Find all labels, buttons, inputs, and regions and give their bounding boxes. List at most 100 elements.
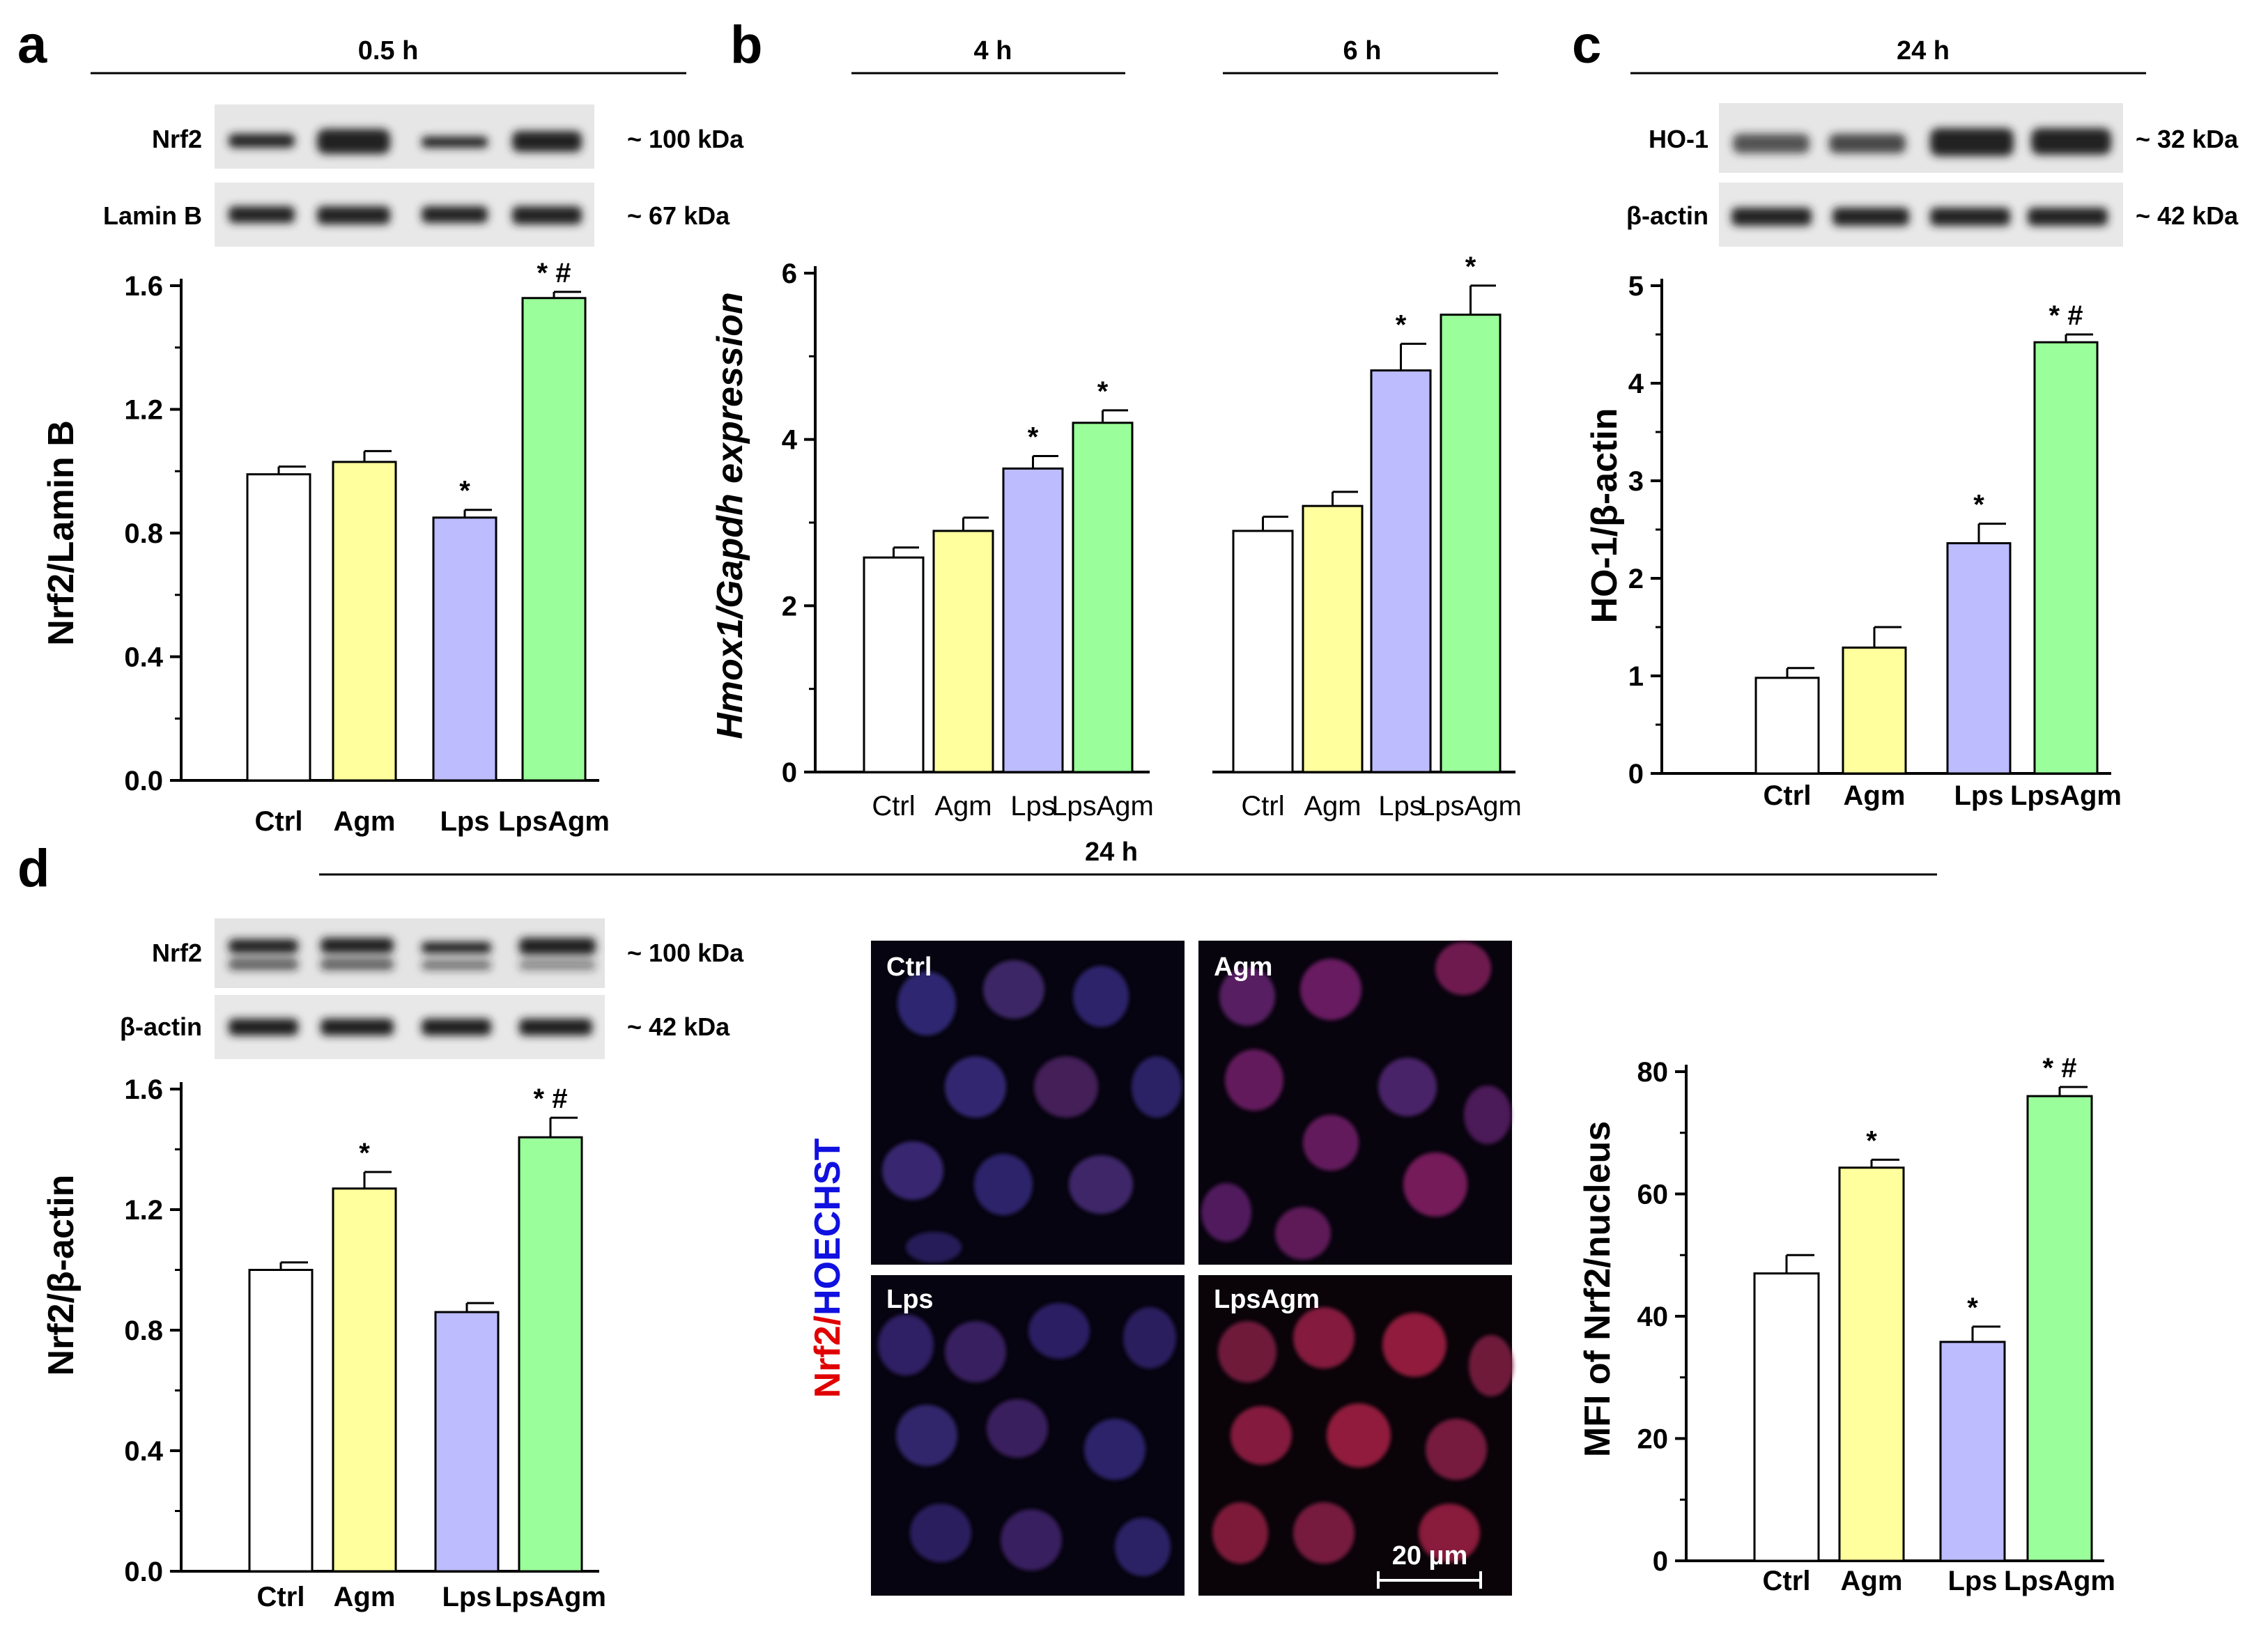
bar-agm	[1842, 646, 1907, 775]
y-tick-label: 1.6	[124, 271, 163, 302]
stain-label-blue: HOECHST	[808, 1138, 848, 1315]
bar-lpsagm	[1072, 422, 1134, 773]
time-header-c: 24 h	[1630, 36, 2146, 75]
micro-label-lps: Lps	[886, 1285, 934, 1314]
category-label: Lps	[1010, 791, 1056, 822]
category-label: LpsAgm	[1051, 791, 1154, 822]
significance-marker: * #	[534, 1084, 568, 1114]
y-tick-label: 4	[1628, 369, 1644, 399]
blot-a: Nrf2 Lamin B ~ 100 kDa ~ 67 kDa	[103, 105, 744, 247]
y-tick-label: 20	[1637, 1424, 1669, 1455]
y-axis-label: Hmox1/Gapdh expression	[710, 292, 750, 739]
significance-marker: *	[1973, 490, 1984, 521]
y-tick-label: 0	[782, 757, 797, 788]
bar-ctrl	[1232, 530, 1294, 773]
chart-b2: Ctrl Agm * Lps * LpsAgm	[1212, 252, 1522, 822]
time-label-b1: 4 h	[974, 36, 1012, 65]
blot-a-label-1: Nrf2	[152, 125, 202, 153]
y-tick-label: 0.8	[124, 518, 163, 549]
y-tick-label: 2	[1628, 564, 1644, 594]
blot-d-label-1: Nrf2	[152, 939, 202, 967]
y-tick-label: 0.8	[124, 1316, 163, 1346]
category-label: LpsAgm	[2010, 780, 2122, 811]
blot-a-kda-1: ~ 100 kDa	[627, 125, 744, 153]
bar-ctrl	[246, 473, 311, 782]
blot-d: Nrf2 β-actin ~ 100 kDa ~ 42 kDa	[120, 918, 744, 1059]
category-label: LpsAgm	[1419, 791, 1522, 822]
time-label-b2: 6 h	[1343, 36, 1382, 65]
category-label: Agm	[1841, 1566, 1903, 1596]
bar-lpsagm	[1440, 314, 1502, 773]
y-tick-label: 1.6	[124, 1074, 163, 1105]
stain-label-sep: /	[808, 1316, 848, 1325]
stain-label-red: Nrf2	[808, 1325, 848, 1398]
y-tick-label: 1	[1628, 661, 1644, 692]
time-label-c: 24 h	[1897, 36, 1950, 65]
significance-marker: *	[359, 1138, 370, 1169]
micro-panel-ctrl: Ctrl	[871, 941, 1185, 1265]
y-tick-label: 5	[1628, 271, 1644, 302]
blot-d-kda-1: ~ 100 kDa	[627, 939, 744, 967]
bar-lps	[432, 516, 497, 782]
y-tick-label: 3	[1628, 466, 1644, 497]
bar-agm	[332, 1187, 397, 1573]
bar-ctrl	[248, 1269, 314, 1573]
category-label: Ctrl	[257, 1582, 305, 1612]
y-tick-label: 1.2	[124, 1195, 163, 1226]
micro-label-lpsagm: LpsAgm	[1214, 1285, 1320, 1314]
y-tick-label: 0.4	[124, 1436, 163, 1467]
y-tick-label: 4	[782, 425, 798, 456]
time-header-b1: 4 h	[851, 36, 1125, 75]
y-tick-label: 6	[782, 259, 797, 289]
bar-lpsagm	[2026, 1095, 2093, 1562]
blot-a-kda-2: ~ 67 kDa	[627, 201, 730, 230]
chart-b1: 0 2 4 6 Hmox1/Gapdh expression Ctrl Agm * Lps * Lp…	[710, 259, 1154, 822]
chart-a: 0.0 0.4 0.8 1.2 1.6 Nrf2/Lamin B Ctrl Agm * Lps * …	[41, 258, 610, 837]
blot-c-kda-1: ~ 32 kDa	[2136, 125, 2239, 153]
y-tick-label: 2	[782, 591, 797, 622]
category-label: Agm	[1844, 780, 1906, 811]
scale-bar-label: 20 µm	[1392, 1541, 1468, 1571]
bar-ctrl	[863, 556, 925, 773]
category-label: Agm	[334, 1582, 396, 1612]
category-label: Agm	[934, 791, 992, 822]
bar-ctrl	[1753, 1272, 1820, 1562]
micro-label-ctrl: Ctrl	[886, 953, 932, 982]
bar-ctrl	[1754, 677, 1820, 775]
y-tick-label: 0.4	[124, 642, 163, 673]
bar-agm	[1302, 504, 1364, 773]
bar-lps	[1370, 369, 1432, 773]
bar-agm	[332, 461, 397, 782]
significance-marker: * #	[2049, 300, 2083, 331]
y-tick-label: 80	[1637, 1057, 1669, 1088]
category-label: Lps	[1954, 780, 2003, 811]
chart-d2: 0 20 40 60 80 MFI of Nrf2/nucleus Ctrl * Agm * Lps…	[1577, 1053, 2115, 1596]
category-label: Agm	[1304, 791, 1361, 822]
y-tick-label: 0.0	[124, 1557, 163, 1587]
blot-a-label-2: Lamin B	[103, 201, 202, 230]
y-axis-label: Nrf2/Lamin B	[41, 420, 82, 646]
micro-panel-agm: Agm	[1198, 941, 1512, 1265]
y-tick-label: 0	[1653, 1546, 1668, 1577]
y-tick-label: 40	[1637, 1302, 1669, 1332]
time-header-b2: 6 h	[1223, 36, 1498, 75]
bar-agm	[1838, 1166, 1905, 1562]
y-axis-label: HO-1/β-actin	[1584, 408, 1625, 623]
category-label: Ctrl	[1241, 791, 1284, 822]
bar-lpsagm	[521, 297, 587, 782]
category-label: Ctrl	[1764, 780, 1812, 811]
category-label: Lps	[442, 1582, 491, 1612]
category-label: LpsAgm	[495, 1582, 606, 1612]
category-label: Lps	[440, 806, 489, 837]
chart-d1: 0.0 0.4 0.8 1.2 1.6 Nrf2/β-actin Ctrl * Agm Lps * …	[41, 1074, 606, 1612]
blot-d-kda-2: ~ 42 kDa	[627, 1012, 730, 1041]
bar-agm	[932, 530, 994, 773]
time-label-d: 24 h	[1085, 838, 1138, 867]
significance-marker: *	[459, 476, 470, 507]
stain-label: Nrf2/HOECHST	[808, 1138, 848, 1398]
blot-d-label-2: β-actin	[120, 1012, 202, 1041]
micro-panel-lps: Lps	[871, 1275, 1185, 1596]
micro-label-agm: Agm	[1214, 953, 1272, 982]
blot-c-label-2: β-actin	[1626, 201, 1708, 230]
